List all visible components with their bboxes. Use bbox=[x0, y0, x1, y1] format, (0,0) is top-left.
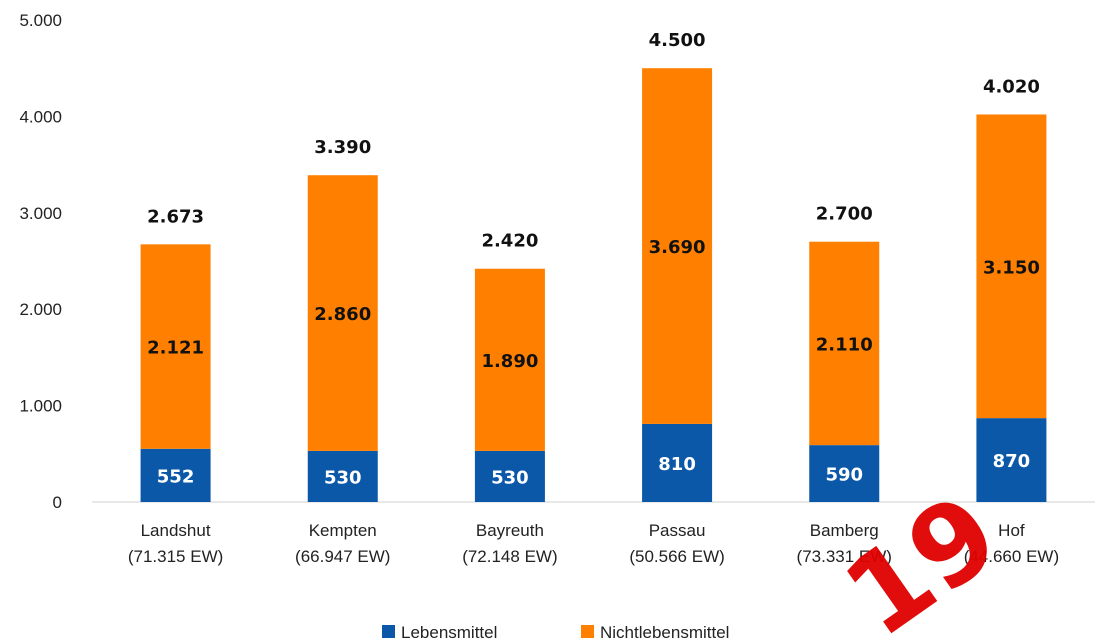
segment-value-label: 3.690 bbox=[649, 237, 706, 258]
x-tick-label: (44.660 EW) bbox=[964, 547, 1059, 566]
labels-layer: 552 2.121 2.673 530 2.860 3.390 530 1.890 2.420 8… bbox=[147, 30, 1040, 488]
x-tick-label: (73.331 EW) bbox=[797, 547, 892, 566]
legend-label: Lebensmittel bbox=[401, 623, 497, 642]
bar-nichtlebensmittel bbox=[474, 268, 545, 451]
x-tick-label: Passau bbox=[649, 521, 706, 540]
y-tick-label: 1.000 bbox=[19, 397, 62, 416]
legend-label: Nichtlebensmittel bbox=[600, 623, 729, 642]
bar-nichtlebensmittel bbox=[809, 241, 880, 446]
segment-value-label: 552 bbox=[157, 466, 195, 487]
total-value-label: 2.420 bbox=[481, 231, 538, 252]
x-tick-label: Bayreuth bbox=[476, 521, 544, 540]
legend-swatch bbox=[581, 625, 594, 638]
x-tick-label: Bamberg bbox=[810, 521, 879, 540]
segment-value-label: 2.110 bbox=[816, 334, 873, 355]
x-tick-label: (50.566 EW) bbox=[629, 547, 724, 566]
segment-value-label: 2.860 bbox=[314, 304, 371, 325]
segment-value-label: 2.121 bbox=[147, 338, 204, 359]
legend: Lebensmittel Nichtlebensmittel bbox=[382, 623, 729, 642]
segment-value-label: 1.890 bbox=[481, 351, 538, 372]
x-tick-label: Hof bbox=[998, 521, 1025, 540]
segment-value-label: 810 bbox=[658, 454, 696, 475]
y-tick-label: 4.000 bbox=[19, 107, 62, 126]
y-tick-label: 5.000 bbox=[19, 11, 62, 30]
bar-lebensmittel bbox=[307, 450, 378, 502]
bar-nichtlebensmittel bbox=[642, 68, 713, 424]
bar-lebensmittel bbox=[140, 448, 211, 502]
total-value-label: 2.700 bbox=[816, 204, 873, 225]
x-tick-label: Kempten bbox=[309, 521, 377, 540]
bar-nichtlebensmittel bbox=[976, 114, 1047, 419]
x-tick-label: (66.947 EW) bbox=[295, 547, 390, 566]
x-tick-label: Landshut bbox=[141, 521, 211, 540]
bar-lebensmittel bbox=[474, 450, 545, 502]
x-tick-label: (71.315 EW) bbox=[128, 547, 223, 566]
bar-lebensmittel bbox=[642, 423, 713, 502]
x-tick-label: (72.148 EW) bbox=[462, 547, 557, 566]
total-value-label: 4.020 bbox=[983, 76, 1040, 97]
y-tick-label: 0 bbox=[53, 493, 62, 512]
legend-swatch bbox=[382, 625, 395, 638]
total-value-label: 3.390 bbox=[314, 137, 371, 158]
bars-layer bbox=[140, 68, 1047, 502]
total-value-label: 4.500 bbox=[649, 30, 706, 51]
segment-value-label: 870 bbox=[993, 451, 1031, 472]
segment-value-label: 3.150 bbox=[983, 257, 1040, 278]
total-value-label: 2.673 bbox=[147, 206, 204, 227]
bar-nichtlebensmittel bbox=[307, 175, 378, 451]
segment-value-label: 590 bbox=[825, 465, 863, 486]
y-tick-label: 3.000 bbox=[19, 204, 62, 223]
bar-lebensmittel bbox=[976, 418, 1047, 502]
bar-lebensmittel bbox=[809, 445, 880, 502]
segment-value-label: 530 bbox=[324, 467, 362, 488]
bar-nichtlebensmittel bbox=[140, 244, 211, 449]
axis-layer: 0 1.000 2.000 3.000 4.000 5.000 Landshut (71.31… bbox=[19, 11, 1095, 566]
segment-value-label: 530 bbox=[491, 467, 529, 488]
y-tick-label: 2.000 bbox=[19, 300, 62, 319]
